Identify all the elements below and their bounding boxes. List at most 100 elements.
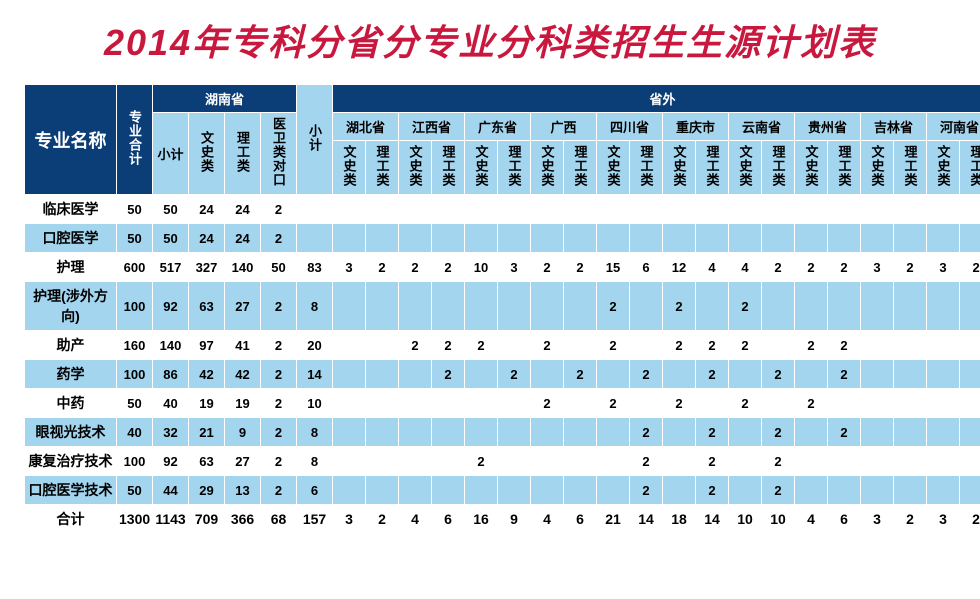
prov-4: 四川省 xyxy=(597,113,663,141)
cell: 2 xyxy=(828,418,861,447)
cell: 3 xyxy=(861,253,894,282)
cell xyxy=(432,476,465,505)
prov-8: 吉林省 xyxy=(861,113,927,141)
cell: 50 xyxy=(117,476,153,505)
cell xyxy=(465,282,498,331)
col-wen: 文史类 xyxy=(663,141,696,195)
col-li: 理工类 xyxy=(432,141,465,195)
cell: 42 xyxy=(189,360,225,389)
cell xyxy=(828,389,861,418)
cell xyxy=(795,282,828,331)
cell: 2 xyxy=(498,360,531,389)
prov-2: 广东省 xyxy=(465,113,531,141)
cell xyxy=(927,224,960,253)
cell xyxy=(366,360,399,389)
cell xyxy=(399,418,432,447)
cell: 21 xyxy=(189,418,225,447)
col-out-subtotal: 小计 xyxy=(297,85,333,195)
cell xyxy=(927,195,960,224)
totals-cell: 6 xyxy=(828,505,861,534)
cell: 86 xyxy=(153,360,189,389)
col-hn-li: 理工类 xyxy=(225,113,261,195)
cell xyxy=(333,331,366,360)
cell: 3 xyxy=(498,253,531,282)
cell xyxy=(894,331,927,360)
col-li: 理工类 xyxy=(696,141,729,195)
totals-cell: 14 xyxy=(696,505,729,534)
cell xyxy=(597,224,630,253)
cell xyxy=(861,360,894,389)
cell: 2 xyxy=(894,253,927,282)
cell xyxy=(960,476,980,505)
cell xyxy=(729,447,762,476)
cell: 10 xyxy=(297,389,333,418)
cell: 2 xyxy=(663,282,696,331)
cell xyxy=(630,224,663,253)
cell xyxy=(663,418,696,447)
col-li: 理工类 xyxy=(498,141,531,195)
cell xyxy=(696,224,729,253)
cell xyxy=(564,195,597,224)
cell: 40 xyxy=(153,389,189,418)
col-wen: 文史类 xyxy=(399,141,432,195)
cell xyxy=(795,195,828,224)
table-row: 护理(涉外方向)10092632728222 xyxy=(25,282,980,331)
cell: 2 xyxy=(696,447,729,476)
col-li: 理工类 xyxy=(960,141,980,195)
cell: 2 xyxy=(261,224,297,253)
cell: 8 xyxy=(297,282,333,331)
cell xyxy=(663,195,696,224)
cell xyxy=(333,447,366,476)
table-row: 口腔医学505024242 xyxy=(25,224,980,253)
cell xyxy=(432,224,465,253)
cell: 517 xyxy=(153,253,189,282)
cell xyxy=(960,389,980,418)
cell: 24 xyxy=(225,195,261,224)
cell: 42 xyxy=(225,360,261,389)
cell xyxy=(894,282,927,331)
cell xyxy=(432,195,465,224)
totals-cell: 2 xyxy=(960,505,980,534)
cell xyxy=(861,195,894,224)
col-wen: 文史类 xyxy=(795,141,828,195)
cell: 2 xyxy=(630,360,663,389)
col-li: 理工类 xyxy=(366,141,399,195)
cell: 2 xyxy=(261,418,297,447)
totals-cell: 2 xyxy=(894,505,927,534)
cell: 2 xyxy=(630,476,663,505)
cell xyxy=(927,331,960,360)
cell xyxy=(399,389,432,418)
cell: 10 xyxy=(465,253,498,282)
cell: 32 xyxy=(153,418,189,447)
cell xyxy=(861,282,894,331)
cell xyxy=(597,476,630,505)
major-name: 口腔医学技术 xyxy=(25,476,117,505)
major-name: 临床医学 xyxy=(25,195,117,224)
totals-cell: 4 xyxy=(795,505,828,534)
cell: 4 xyxy=(696,253,729,282)
cell xyxy=(729,224,762,253)
cell xyxy=(531,360,564,389)
cell xyxy=(333,224,366,253)
cell xyxy=(297,195,333,224)
cell xyxy=(729,195,762,224)
cell xyxy=(366,418,399,447)
major-name: 药学 xyxy=(25,360,117,389)
totals-cell: 1143 xyxy=(153,505,189,534)
cell: 24 xyxy=(189,195,225,224)
cell xyxy=(498,389,531,418)
totals-cell: 6 xyxy=(432,505,465,534)
totals-cell: 3 xyxy=(333,505,366,534)
cell xyxy=(762,224,795,253)
table-row: 护理60051732714050833222103221561244222323… xyxy=(25,253,980,282)
cell: 2 xyxy=(795,389,828,418)
cell xyxy=(795,447,828,476)
cell: 50 xyxy=(261,253,297,282)
cell: 4 xyxy=(729,253,762,282)
cell: 2 xyxy=(597,282,630,331)
cell: 327 xyxy=(189,253,225,282)
cell: 140 xyxy=(153,331,189,360)
cell xyxy=(597,360,630,389)
cell: 13 xyxy=(225,476,261,505)
prov-0: 湖北省 xyxy=(333,113,399,141)
